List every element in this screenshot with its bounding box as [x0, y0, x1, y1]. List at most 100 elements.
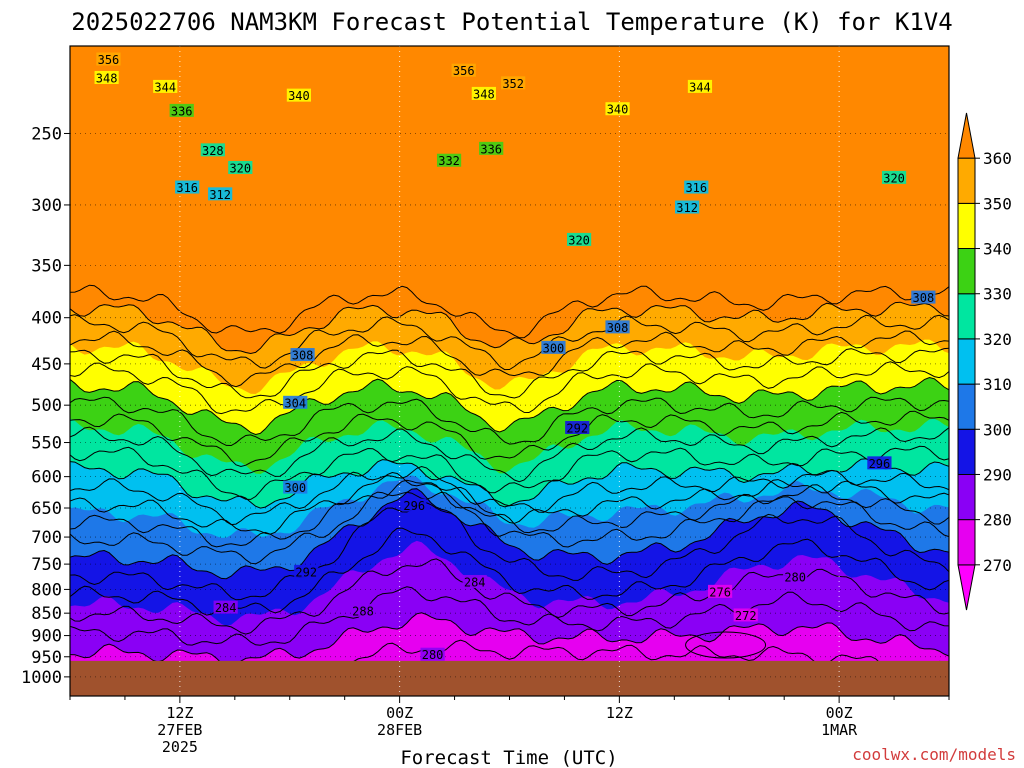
colorbar-segment-260: [957, 564, 976, 611]
colorbar-segment-290: [957, 428, 976, 475]
x-tick-label: 12Z: [166, 704, 193, 722]
contour-label: 316: [176, 181, 198, 195]
contour-label-group: 312: [208, 187, 233, 202]
contour-label: 348: [473, 87, 495, 101]
contour-label: 284: [215, 601, 237, 615]
contour-label-bg: [290, 348, 315, 362]
contour-328: [70, 426, 949, 483]
contour-label-group: 312: [675, 200, 700, 215]
x-axis: 12Z27FEB202500Z28FEB12Z00Z1MAR12Z: [69, 696, 950, 756]
contour-label-group: 308: [605, 320, 630, 335]
contour-label-group: 284: [213, 600, 238, 615]
colorbar-segment-350: [957, 157, 976, 204]
contour-304: [70, 491, 949, 565]
contour-label-bg: [783, 569, 808, 583]
y-tick-label: 400: [31, 309, 62, 329]
colorbar-tick-label: 340: [983, 240, 1012, 259]
contour-label-group: 320: [566, 232, 592, 247]
y-tick-label: 350: [31, 256, 62, 276]
band-360-370: [70, 46, 949, 354]
contour-label-group: 276: [707, 584, 733, 599]
contour-label-bg: [436, 153, 462, 167]
colorbar-tick-label: 290: [983, 465, 1012, 484]
y-tick-label: 700: [31, 528, 62, 548]
contour-label-bg: [687, 79, 713, 93]
contour-label-bg: [208, 187, 233, 201]
colorbar-segment-340: [957, 202, 976, 250]
contour-label: 300: [284, 481, 306, 495]
contour-label: 356: [98, 53, 120, 67]
colorbar-segment-310: [957, 338, 976, 385]
contour-label-group: 308: [911, 290, 936, 305]
contour-324: [70, 445, 949, 500]
contour-label: 320: [229, 161, 251, 175]
contour-label-group: 340: [605, 102, 630, 117]
contour-label-group: 320: [881, 170, 907, 185]
contour-label-group: 288: [350, 603, 376, 618]
contour-label: 320: [568, 233, 590, 247]
contour-label-group: 272: [733, 608, 758, 623]
contour-label: 332: [977, 130, 999, 144]
contour-284: [70, 586, 949, 646]
y-tick-label: 750: [31, 555, 62, 575]
colorbar-tick-label: 300: [983, 420, 1012, 439]
contour-300: [70, 488, 949, 580]
x-tick-label: 1MAR: [821, 721, 858, 739]
contour-label-bg: [96, 52, 121, 66]
contour-label-group: 352: [501, 76, 526, 91]
y-tick-label: 900: [31, 627, 62, 647]
colorbar-segment-280: [957, 473, 976, 521]
contour-label-bg: [684, 180, 709, 194]
contour-label: 344: [689, 80, 711, 94]
contour-label-group: 356: [451, 63, 476, 78]
contour-label-group: 284: [972, 601, 996, 616]
contour-label-bg: [707, 584, 733, 598]
contour-label-group: 308: [290, 348, 315, 363]
contour-296: [70, 502, 949, 601]
contour-label-group: 348: [94, 70, 119, 85]
y-axis: 250 300 350 400 450 500 550 600 650 700 750 800 850 9…: [21, 124, 70, 688]
contour-348: [70, 347, 949, 399]
contour-label: 276: [709, 585, 731, 599]
contour-280: [70, 612, 949, 668]
contour-label-group: 336: [169, 103, 194, 118]
contour-label-group: 304: [283, 395, 308, 410]
contour-label-bg: [169, 103, 194, 117]
contour-label-group: 328: [200, 143, 225, 158]
contour-label: 352: [502, 77, 524, 91]
contour-label-bg: [420, 647, 445, 661]
contour-label: 316: [685, 181, 707, 195]
contour-label-group: 296: [402, 498, 427, 513]
contour-label-bg: [566, 232, 592, 246]
contour-label: 332: [438, 154, 460, 168]
colorbar-tick-label: 280: [983, 511, 1012, 530]
contour-label-group: 356: [96, 52, 121, 67]
colorbar-tick-label: 270: [983, 556, 1012, 575]
colorbar: 270 280 290 300 310 320 330 340 350 360: [957, 112, 1012, 611]
terrain-ground: [70, 660, 949, 696]
x-tick-label: 12Z: [606, 704, 633, 722]
contour-label-bg: [283, 395, 308, 409]
contour-label: 300: [543, 341, 565, 355]
y-tick-label: 550: [31, 434, 62, 454]
contour-label-bg: [471, 86, 496, 100]
contour-label-bg: [213, 600, 238, 614]
contour-label-group: 316: [175, 180, 200, 195]
contour-label-bg: [605, 320, 630, 334]
x-tick-label: 00Z: [826, 704, 853, 722]
contour-label-group: 344: [153, 79, 178, 94]
contour-label-group: 316: [684, 180, 709, 195]
contour-label-group: 336: [479, 141, 504, 156]
contour-label: 344: [154, 80, 176, 94]
contour-label: 312: [676, 201, 698, 215]
contour-label-bg: [294, 564, 319, 578]
contour-360: [70, 301, 949, 355]
contour-label-group: 332: [436, 153, 462, 168]
contour-label-bg: [153, 79, 178, 93]
colorbar-tick-label: 350: [983, 194, 1012, 213]
contour-label: 308: [607, 321, 629, 335]
colorbar-segment-300: [957, 383, 976, 430]
contour-label: 280: [422, 648, 444, 662]
chart-title: 2025022706 NAM3KM Forecast Potential Tem…: [71, 8, 952, 36]
